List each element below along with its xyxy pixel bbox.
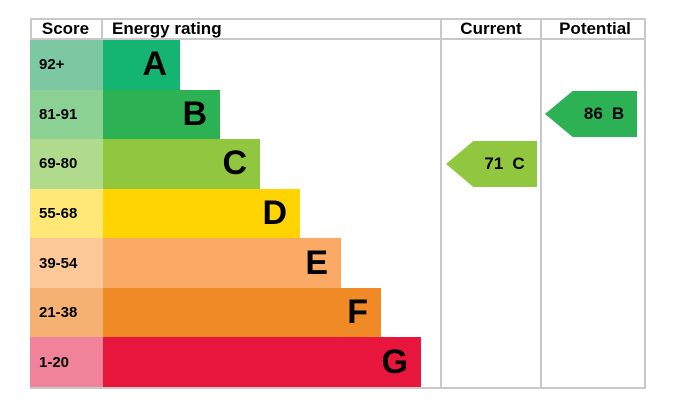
current-rating-band: C — [512, 154, 525, 173]
energy-rating-header: Energy rating — [112, 19, 222, 38]
band-bar-a: A — [103, 40, 180, 90]
band-row-g: 1-20 G — [30, 337, 421, 388]
score-cell-f: 21-38 — [30, 287, 103, 338]
band-bar-g: G — [103, 337, 421, 388]
current-header: Current — [460, 19, 522, 38]
band-bar-d: D — [103, 188, 300, 239]
potential-rating-value: 86 — [583, 104, 603, 123]
score-range-label: 81-91 — [39, 105, 78, 123]
score-cell-c: 69-80 — [30, 139, 103, 189]
score-cell-g: 1-20 — [30, 337, 103, 388]
current-rating-arrow: 71 C — [446, 141, 537, 187]
band-letter: D — [262, 194, 287, 233]
grid-line-bottom — [30, 387, 646, 389]
grid-line-top — [30, 18, 646, 20]
band-letter: F — [347, 293, 368, 332]
score-range-label: 92+ — [39, 56, 65, 74]
band-letter: A — [142, 45, 167, 84]
score-range-label: 21-38 — [39, 304, 78, 322]
score-range-label: 39-54 — [39, 254, 78, 272]
band-letter: G — [381, 342, 408, 381]
band-row-a: 92+ A — [30, 40, 421, 90]
band-letter: B — [182, 94, 207, 133]
grid-line-header-bottom — [30, 38, 646, 40]
band-row-b: 81-91 B — [30, 89, 421, 140]
band-row-d: 55-68 D — [30, 188, 421, 239]
score-cell-b: 81-91 — [30, 89, 103, 140]
band-bar-e: E — [103, 238, 341, 288]
grid-line-right — [644, 18, 646, 389]
grid-line-score-separator — [101, 18, 103, 40]
current-rating-value: 71 — [484, 154, 504, 173]
grid-line-current-right — [540, 18, 542, 389]
band-row-f: 21-38 F — [30, 287, 421, 338]
score-range-label: 55-68 — [39, 205, 78, 223]
grid-line-header-left — [30, 18, 32, 40]
band-bar-c: C — [103, 139, 260, 189]
score-header: Score — [41, 19, 90, 38]
score-range-label: 1-20 — [39, 353, 70, 371]
band-rows: 92+ A 81-91 B 69-80 C 55-68 — [30, 40, 421, 388]
band-letter: E — [305, 243, 328, 282]
score-cell-d: 55-68 — [30, 188, 103, 239]
band-row-e: 39-54 E — [30, 238, 421, 288]
potential-header: Potential — [559, 19, 631, 38]
potential-rating-band: B — [611, 104, 625, 123]
score-cell-e: 39-54 — [30, 238, 103, 288]
score-cell-a: 92+ — [30, 40, 103, 90]
band-bar-b: B — [103, 89, 220, 140]
grid-line-current-left — [440, 18, 442, 389]
potential-rating-arrow: 86 B — [545, 91, 637, 137]
score-range-label: 69-80 — [39, 155, 78, 173]
band-bar-f: F — [103, 287, 381, 338]
band-letter: C — [222, 144, 247, 183]
band-row-c: 69-80 C — [30, 139, 421, 189]
